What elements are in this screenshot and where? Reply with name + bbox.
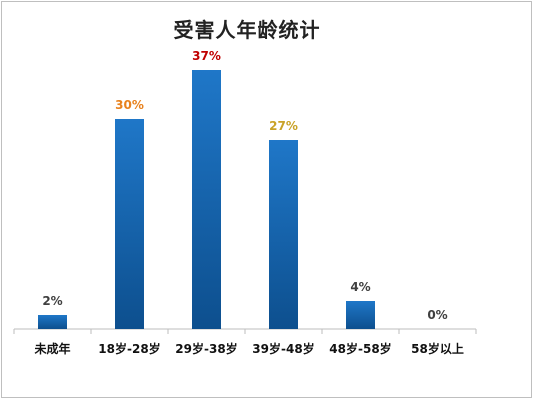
category-label: 未成年 — [33, 341, 70, 356]
data-label: 30% — [115, 98, 144, 112]
bar — [269, 140, 298, 329]
category-label: 18岁-28岁 — [98, 341, 160, 356]
bar — [192, 70, 221, 329]
data-label: 2% — [42, 294, 62, 308]
data-label: 27% — [269, 119, 298, 133]
data-label: 0% — [427, 308, 447, 322]
category-label: 58岁以上 — [411, 341, 464, 356]
data-label: 4% — [350, 280, 370, 294]
category-label: 39岁-48岁 — [252, 341, 314, 356]
bar — [38, 315, 67, 329]
data-label: 37% — [192, 49, 221, 63]
bar — [115, 119, 144, 329]
category-label: 29岁-38岁 — [175, 341, 237, 356]
bar — [346, 301, 375, 329]
chart-title: 受害人年龄统计 — [173, 18, 321, 42]
category-label: 48岁-58岁 — [329, 341, 391, 356]
